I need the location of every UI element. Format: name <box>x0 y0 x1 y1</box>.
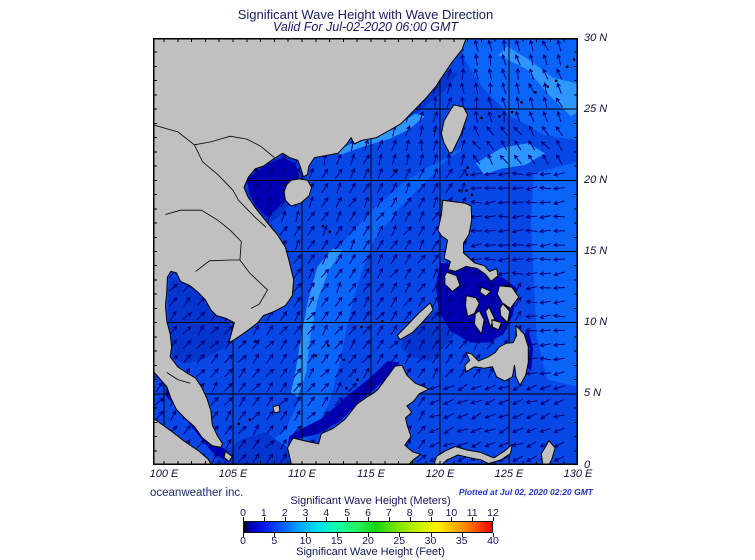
plotted-timestamp: Plotted at Jul 02, 2020 02:20 GMT <box>458 487 593 497</box>
colorbar-tick-mark <box>243 533 244 537</box>
colorbar-meters-tick: 2 <box>281 507 288 519</box>
lat-tick-label: 20 N <box>584 173 608 186</box>
colorbar-tick-mark <box>263 517 265 521</box>
colorbar-meters-tick: 10 <box>445 507 458 519</box>
colorbar-tick-mark <box>430 533 432 537</box>
colorbar-tick-mark <box>368 517 369 521</box>
colorbar-meters-tick: 8 <box>406 507 413 519</box>
colorbar-tick-mark <box>461 533 463 537</box>
lon-tick-label: 115 E <box>357 468 385 480</box>
lon-tick-label: 120 E <box>425 468 455 480</box>
colorbar-meters-tick: 11 <box>466 507 478 519</box>
valid-time-subtitle: Valid For Jul-02-2020 06:00 GMT <box>272 20 459 34</box>
colorbar-meters-tick: 9 <box>427 507 434 519</box>
colorbar <box>243 521 493 533</box>
colorbar-meters-tick: 1 <box>260 507 267 519</box>
colorbar-meters-tick: 6 <box>365 507 371 519</box>
lat-tick-label: 0 <box>584 458 591 471</box>
lat-tick-label: 5 N <box>584 387 602 400</box>
lat-tick-label: 30 N <box>584 31 608 44</box>
colorbar-meters-tick: 0 <box>240 507 246 519</box>
colorbar-tick-mark <box>409 517 411 521</box>
legend-title-meters: Significant Wave Height (Meters) <box>290 495 451 507</box>
colorbar-tick-mark <box>399 533 401 537</box>
lon-tick-label: 100 E <box>149 468 179 480</box>
colorbar-tick-mark <box>326 517 328 521</box>
colorbar-feet-tick: 25 <box>393 535 406 547</box>
lon-tick-label: 110 E <box>288 468 316 480</box>
colorbar-feet-tick: 40 <box>487 535 499 547</box>
map-frame <box>153 38 578 465</box>
colorbar-meters-tick: 4 <box>323 507 330 519</box>
page-title: Significant Wave Height with Wave Direct… <box>237 7 494 22</box>
colorbar-tick-mark <box>430 517 432 521</box>
colorbar-tick-mark <box>493 533 494 537</box>
wave-height-map <box>153 38 578 465</box>
colorbar-feet-tick: 30 <box>424 535 437 547</box>
lat-tick-label: 15 N <box>584 245 608 257</box>
colorbar-tick-mark <box>274 533 276 537</box>
colorbar-tick-mark <box>305 533 307 537</box>
colorbar-feet-tick: 15 <box>330 535 343 547</box>
colorbar-feet-tick: 35 <box>455 535 468 547</box>
colorbar-tick-mark <box>472 517 474 521</box>
lon-tick-label: 105 E <box>218 468 248 480</box>
colorbar-feet-tick: 5 <box>271 535 278 547</box>
colorbar-tick-mark <box>284 517 286 521</box>
colorbar-tick-mark <box>347 517 349 521</box>
lon-tick-label: 125 E <box>494 468 524 480</box>
credit-text: oceanweather inc. <box>150 487 244 499</box>
lat-tick-label: 25 N <box>584 102 608 115</box>
landmasses <box>153 38 576 465</box>
colorbar-tick-mark <box>493 517 494 521</box>
colorbar-tick-mark <box>388 517 390 521</box>
colorbar-meters-tick: 7 <box>385 507 392 519</box>
lat-tick-label: 10 N <box>584 316 608 329</box>
colorbar-tick-mark <box>243 517 244 521</box>
colorbar-tick-mark <box>451 517 453 521</box>
colorbar-feet-tick: 20 <box>362 535 374 547</box>
colorbar-meters-tick: 12 <box>487 507 499 519</box>
colorbar-feet-tick: 10 <box>299 535 312 547</box>
colorbar-meters-tick: 3 <box>302 507 309 519</box>
colorbar-meters-tick: 5 <box>344 507 351 519</box>
colorbar-tick-mark <box>336 533 338 537</box>
legend-title-feet: Significant Wave Height (Feet) <box>296 546 445 558</box>
lon-tick-label: 130 E <box>563 468 593 480</box>
colorbar-feet-tick: 0 <box>240 535 246 547</box>
colorbar-tick-mark <box>305 517 307 521</box>
colorbar-tick-mark <box>368 533 369 537</box>
